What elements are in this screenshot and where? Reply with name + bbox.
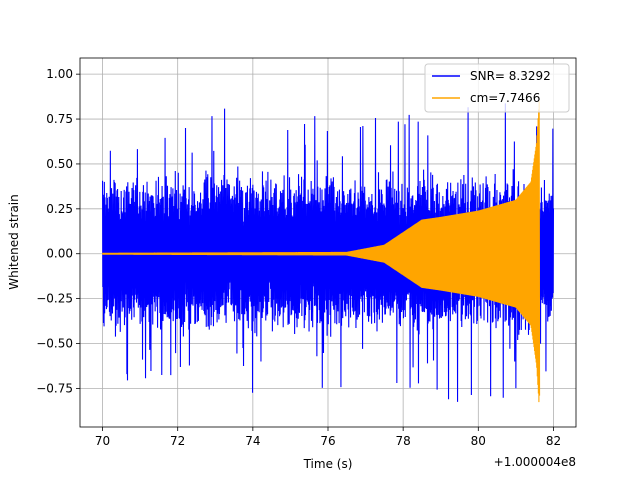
y-tick-label: 0.75 xyxy=(46,112,73,126)
y-tick-label: 1.00 xyxy=(46,67,73,81)
legend: SNR= 8.3292 cm=7.7466 xyxy=(424,63,570,113)
x-tick-label: 72 xyxy=(170,434,185,448)
legend-box xyxy=(424,63,570,113)
y-tick-label: 0.00 xyxy=(46,247,73,261)
legend-label-snr: SNR= 8.3292 xyxy=(470,69,551,83)
legend-label-cm: cm=7.7466 xyxy=(470,91,540,105)
x-tick-label: 80 xyxy=(471,434,486,448)
series-cm xyxy=(102,101,541,403)
y-tick-label: −0.75 xyxy=(36,381,73,395)
x-axis-label: Time (s) xyxy=(303,457,353,471)
y-tick-label: 0.25 xyxy=(46,202,73,216)
y-tick-label: 0.50 xyxy=(46,157,73,171)
x-tick-label: 82 xyxy=(546,434,561,448)
y-axis-label: Whitened strain xyxy=(7,194,21,290)
x-tick-label: 70 xyxy=(95,434,110,448)
x-ticks: 70 72 74 76 78 80 82 xyxy=(95,427,561,448)
x-tick-label: 76 xyxy=(320,434,335,448)
x-offset-label: +1.000004e8 xyxy=(494,455,576,469)
y-tick-label: −0.25 xyxy=(36,292,73,306)
y-tick-label: −0.50 xyxy=(36,337,73,351)
x-tick-label: 74 xyxy=(245,434,260,448)
cm-line xyxy=(102,101,541,403)
y-ticks: −0.75 −0.50 −0.25 0.00 0.25 0.50 0.75 1.00 xyxy=(36,67,80,395)
x-tick-label: 78 xyxy=(396,434,411,448)
